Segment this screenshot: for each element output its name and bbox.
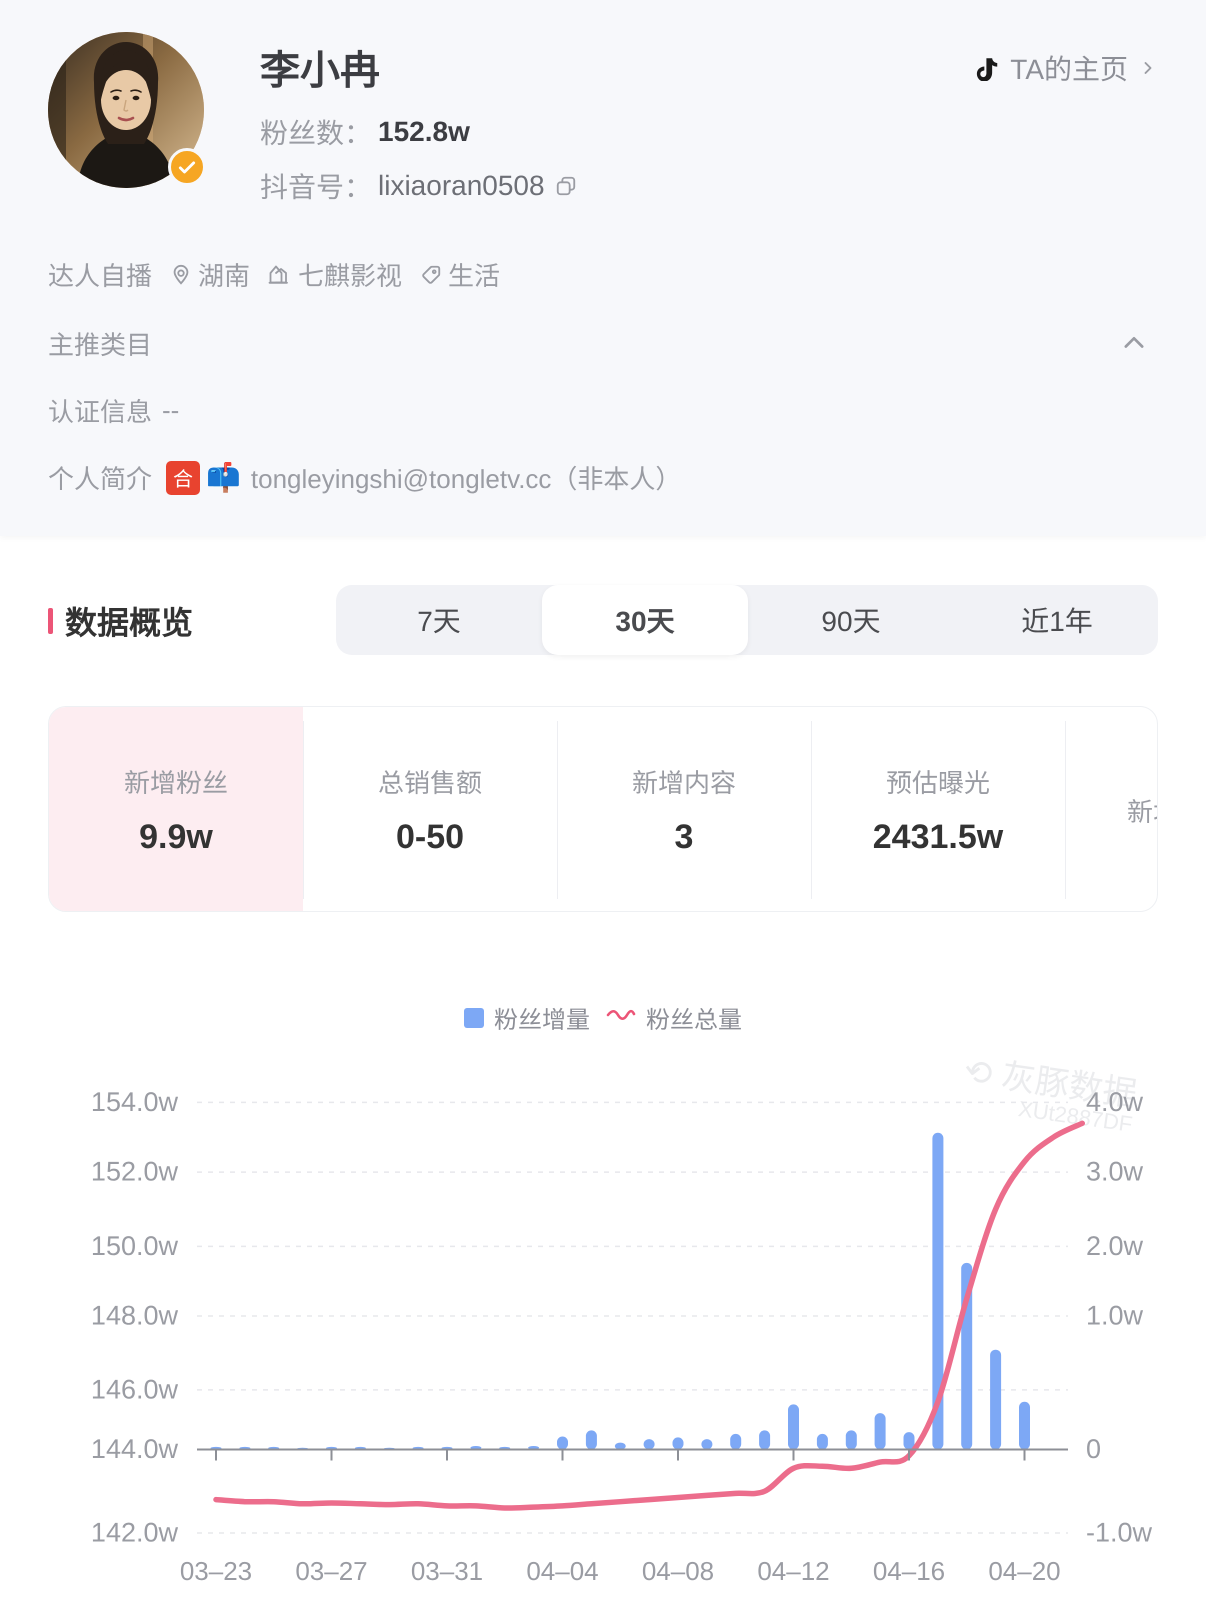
svg-text:142.0w: 142.0w bbox=[91, 1518, 179, 1548]
svg-text:-1.0w: -1.0w bbox=[1086, 1518, 1153, 1548]
svg-text:146.0w: 146.0w bbox=[91, 1374, 179, 1404]
svg-text:148.0w: 148.0w bbox=[91, 1301, 179, 1331]
svg-text:4.0w: 4.0w bbox=[1086, 1087, 1144, 1117]
svg-text:150.0w: 150.0w bbox=[91, 1231, 179, 1261]
svg-text:144.0w: 144.0w bbox=[91, 1434, 179, 1464]
svg-text:2.0w: 2.0w bbox=[1086, 1231, 1144, 1261]
svg-text:154.0w: 154.0w bbox=[91, 1087, 179, 1117]
svg-text:04–12: 04–12 bbox=[757, 1556, 829, 1586]
svg-text:04–08: 04–08 bbox=[642, 1556, 714, 1586]
svg-text:04–04: 04–04 bbox=[526, 1556, 598, 1586]
svg-text:0: 0 bbox=[1086, 1434, 1101, 1464]
svg-text:03–27: 03–27 bbox=[295, 1556, 367, 1586]
svg-text:04–20: 04–20 bbox=[988, 1556, 1060, 1586]
svg-text:1.0w: 1.0w bbox=[1086, 1301, 1144, 1331]
svg-text:03–23: 03–23 bbox=[180, 1556, 252, 1586]
svg-text:3.0w: 3.0w bbox=[1086, 1157, 1144, 1187]
svg-text:03–31: 03–31 bbox=[411, 1556, 483, 1586]
svg-text:04–16: 04–16 bbox=[873, 1556, 945, 1586]
svg-text:152.0w: 152.0w bbox=[91, 1157, 179, 1187]
